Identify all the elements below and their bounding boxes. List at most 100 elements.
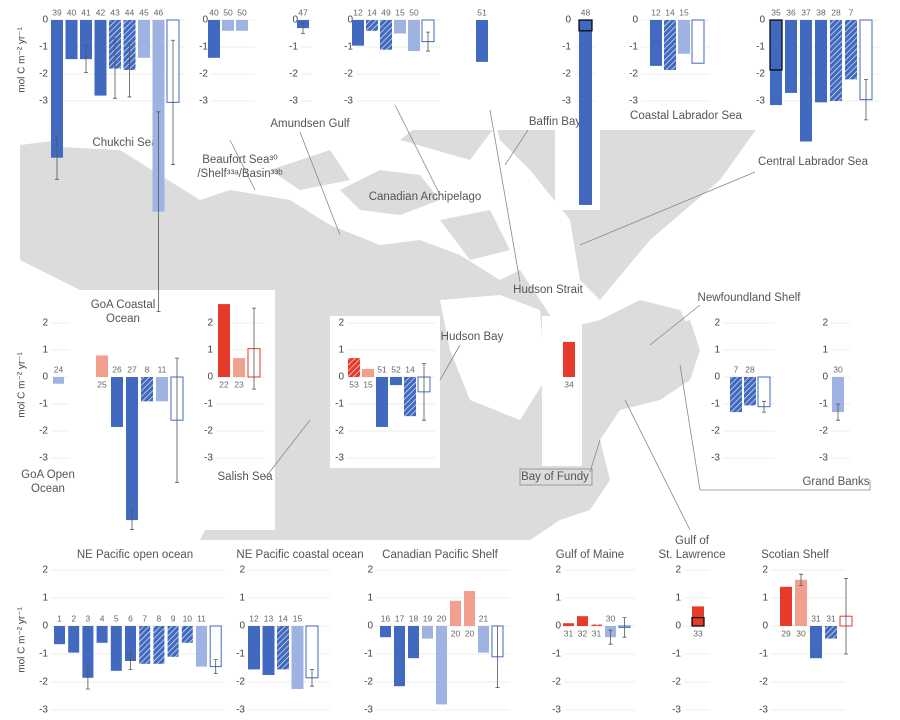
error-bar [422,363,426,421]
region-label: Canadian Archipelago [369,191,482,203]
bar-label: 29 [781,628,791,638]
y-tick-label: -3 [672,705,681,716]
region-label: Ocean [106,313,140,325]
bar-label: 27 [127,364,137,374]
leaders [229,104,871,531]
y-tick-label: -1 [364,649,373,660]
y-tick-label: 2 [338,318,344,329]
bar-label: 15 [293,613,303,623]
highlight-box [769,19,783,71]
bar-label: 20 [437,613,447,623]
y-tick-label: 0 [338,372,344,383]
region-label: Baffin Bay [529,116,581,128]
bar [478,626,489,653]
bar-label: 25 [97,379,107,389]
region-label: Salish Sea [218,471,274,483]
error-bar [836,403,840,421]
bar-label: 41 [81,7,91,17]
bar-label: 15 [363,379,373,389]
bar [376,377,388,427]
bar-label: 7 [734,364,739,374]
bar-label: 37 [801,7,811,17]
y-tick-label: -1 [236,649,245,660]
leader-line [679,364,871,491]
y-tick-label: -1 [759,649,768,660]
region-label: Beaufort Sea³⁰ [202,154,278,166]
bar-label: 14 [665,7,675,17]
y-tick-label: 0 [714,372,720,383]
bar [800,20,812,142]
y-tick-label: 1 [762,593,768,604]
bar [810,626,822,659]
bar [815,20,827,103]
y-tick-label: -2 [629,69,638,80]
error-bar [156,111,161,312]
y-tick-label: -3 [344,96,353,107]
y-tick-label: -1 [204,399,213,410]
bar-label: 14 [367,7,377,17]
region-label: /Shelf³³ᵃ/Basin³³ᵇ [197,168,283,180]
bar [54,626,65,645]
y-tick-label: 0 [202,15,208,26]
y-tick-label: -1 [711,399,720,410]
y-axis-title: mol C m⁻² yr⁻¹ [17,27,28,93]
bar-label: 21 [479,613,489,623]
error-bar [608,629,613,645]
bar-label: 12 [249,613,259,623]
bar [691,19,705,64]
y-tick-label: -2 [759,677,768,688]
bar-label: 43 [110,7,120,17]
y-tick-label: -3 [39,705,48,716]
y-tick-label: -2 [711,426,720,437]
bar [218,304,230,377]
bar [126,377,138,521]
y-tick-label: 0 [42,372,48,383]
y-tick-label: 1 [555,593,561,604]
y-tick-label: 0 [347,15,353,26]
y-tick-label: -2 [552,677,561,688]
bar-label: 45 [139,7,149,17]
y-tick-label: 2 [555,565,561,576]
bar [352,20,364,46]
y-tick-label: 1 [338,345,344,356]
bar-label: 3 [86,613,91,623]
y-tick-label: -3 [819,453,828,464]
y-tick-label: 2 [207,318,213,329]
y-tick-label: -2 [39,677,48,688]
y-tick-label: -3 [39,453,48,464]
y-tick-label: 2 [675,565,681,576]
y-tick-label: 1 [207,345,213,356]
leader-line [394,104,441,196]
bar-label: 11 [197,613,206,623]
y-tick-label: 1 [42,345,48,356]
leader-line [489,109,521,283]
bar-label: 38 [816,7,826,17]
label-box [519,468,593,486]
y-tick-label: -3 [756,96,765,107]
bar [450,600,461,626]
bar-label: 28 [831,7,841,17]
error-bar [84,45,88,74]
hudson-bay-water [440,295,545,420]
y-tick-label: -3 [236,705,245,716]
bar [65,20,78,60]
bar [96,626,108,643]
bar-label: 22 [219,379,229,389]
y-tick-label: 2 [762,565,768,576]
bar-label: 52 [391,364,401,374]
bar [222,20,234,31]
bar [125,626,136,661]
y-tick-label: 0 [759,15,765,26]
region-label: Hudson Strait [513,284,583,296]
region-label: NE Pacific coastal ocean [236,549,363,561]
y-tick-label: 0 [367,621,373,632]
bar [579,20,592,205]
bar-label: 50 [237,7,247,17]
bar-label: 18 [409,613,419,623]
bar-label: 51 [477,7,487,17]
y-tick-label: 0 [42,15,48,26]
y-tick-label: -2 [289,69,298,80]
bar [153,626,165,664]
y-tick-label: -3 [552,705,561,716]
